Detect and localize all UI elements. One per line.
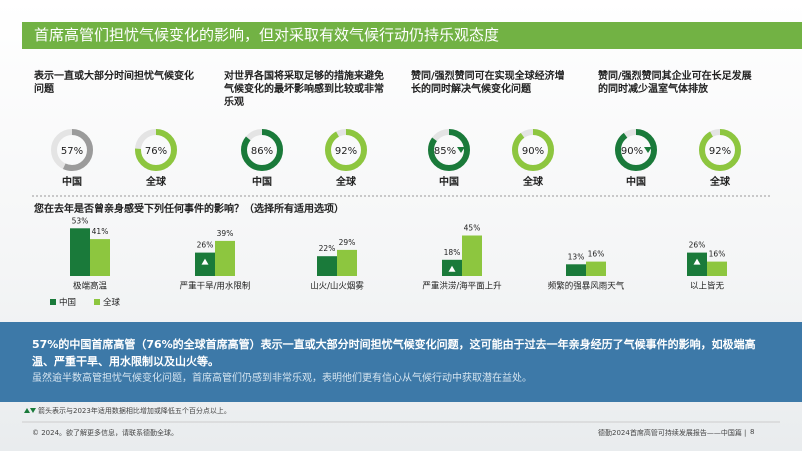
donut-arc	[615, 129, 657, 171]
x-tick-label: 频繁的强暴风雨天气	[548, 281, 625, 292]
donut-value: 76%	[145, 146, 167, 157]
donut-arc	[325, 129, 367, 171]
x-tick-label: 严重洪涝/海平面上升	[422, 281, 502, 292]
bar-label: 26%	[689, 241, 706, 250]
donut-title: 对世界各国将采取足够的措施来避免气候变化的最坏影响感到比较或非常乐观	[224, 71, 384, 108]
change-arrow	[457, 147, 465, 153]
bar	[70, 228, 90, 276]
x-tick-label: 以上皆无	[690, 282, 725, 292]
donut-arc	[241, 129, 283, 171]
page-number: 8	[750, 428, 755, 436]
donut-title: 赞同/强烈赞同可在实现全球经济增长的同时解决气候变化问题	[411, 71, 565, 95]
donut-title: 表示一直或大部分时间担忧气候变化问题	[34, 71, 194, 95]
legend-swatch	[50, 299, 56, 305]
bar-label: 18%	[444, 248, 461, 257]
legend-label: 全球	[103, 297, 121, 308]
summary-box	[0, 322, 802, 402]
donut-arc	[135, 129, 177, 171]
bar	[462, 235, 482, 276]
change-arrow	[201, 258, 209, 265]
bar	[317, 256, 337, 276]
bar-label: 45%	[464, 224, 481, 233]
donut-value: 57%	[61, 146, 83, 157]
summary-text: 虽然逾半数高管担忧气候变化问题，首席高管们仍感到非常乐观，表明他们更有信心从气候…	[32, 373, 532, 384]
bar-label: 29%	[339, 238, 356, 247]
donut-category: 中国	[252, 175, 272, 188]
bar-label: 13%	[568, 252, 585, 261]
change-arrow	[448, 265, 456, 272]
legend-label: 中国	[59, 297, 76, 308]
donut-category: 全球	[335, 175, 357, 188]
bar	[707, 261, 727, 276]
bar-chart-title: 您在去年是否曾亲身感受下列任何事件的影响？（选择所有适用选项）	[34, 204, 344, 215]
donut-arc	[51, 129, 93, 171]
change-arrow	[693, 258, 701, 265]
donut-value: 90%	[522, 146, 544, 157]
donut-value: 92%	[709, 146, 731, 157]
donut-arc	[512, 129, 554, 171]
page-title: 首席高管们担忧气候变化的影响，但对采取有效气候行动仍持乐观态度	[34, 26, 500, 44]
footer-right: 德勤2024首席高管可持续发展报告——中国篇 |	[598, 429, 747, 437]
bar	[586, 261, 606, 276]
title-bar	[22, 22, 802, 49]
bar-label: 39%	[217, 229, 234, 238]
footnote-arrow-icon	[24, 408, 30, 413]
x-tick-label: 极端高温	[73, 281, 108, 292]
bar-label: 16%	[588, 250, 605, 259]
change-arrow	[644, 147, 652, 153]
donut-category: 全球	[145, 175, 167, 188]
donut-category: 全球	[709, 175, 731, 188]
donut-value: 90%	[621, 146, 643, 157]
footnote: 箭头表示与2023年适用数据相比增加或降低五个百分点以上。	[38, 407, 231, 415]
bar-label: 22%	[319, 244, 336, 253]
donut-category: 中国	[62, 175, 82, 188]
bar-label: 41%	[92, 227, 109, 236]
x-tick-label: 严重干旱/用水限制	[180, 281, 251, 292]
bar	[90, 239, 110, 276]
bar	[566, 264, 586, 276]
donut-value: 85%	[434, 146, 456, 157]
bar	[215, 240, 235, 276]
bar-label: 53%	[72, 216, 89, 225]
footnote-arrow-icon	[30, 408, 36, 413]
legend-swatch	[94, 299, 100, 305]
donut-title: 赞同/强烈赞同其企业可在长足发展的同时减少温室气体排放	[598, 71, 752, 95]
bar-label: 16%	[709, 250, 726, 259]
donut-arc	[428, 129, 470, 171]
summary-highlight: 57%的中国首席高管（76%的全球首席高管）表示一直或大部分时间担忧气候变化问题…	[32, 338, 756, 368]
bar-label: 26%	[197, 241, 214, 250]
donut-value: 92%	[335, 146, 357, 157]
bar	[337, 249, 357, 276]
donut-value: 86%	[251, 146, 273, 157]
footer-left: © 2024。欲了解更多信息，请联系德勤全球。	[32, 429, 179, 437]
donut-category: 全球	[522, 175, 544, 188]
donut-category: 中国	[626, 175, 646, 188]
donut-arc	[699, 129, 741, 171]
x-tick-label: 山火/山火烟雾	[310, 281, 364, 292]
donut-category: 中国	[439, 175, 459, 188]
